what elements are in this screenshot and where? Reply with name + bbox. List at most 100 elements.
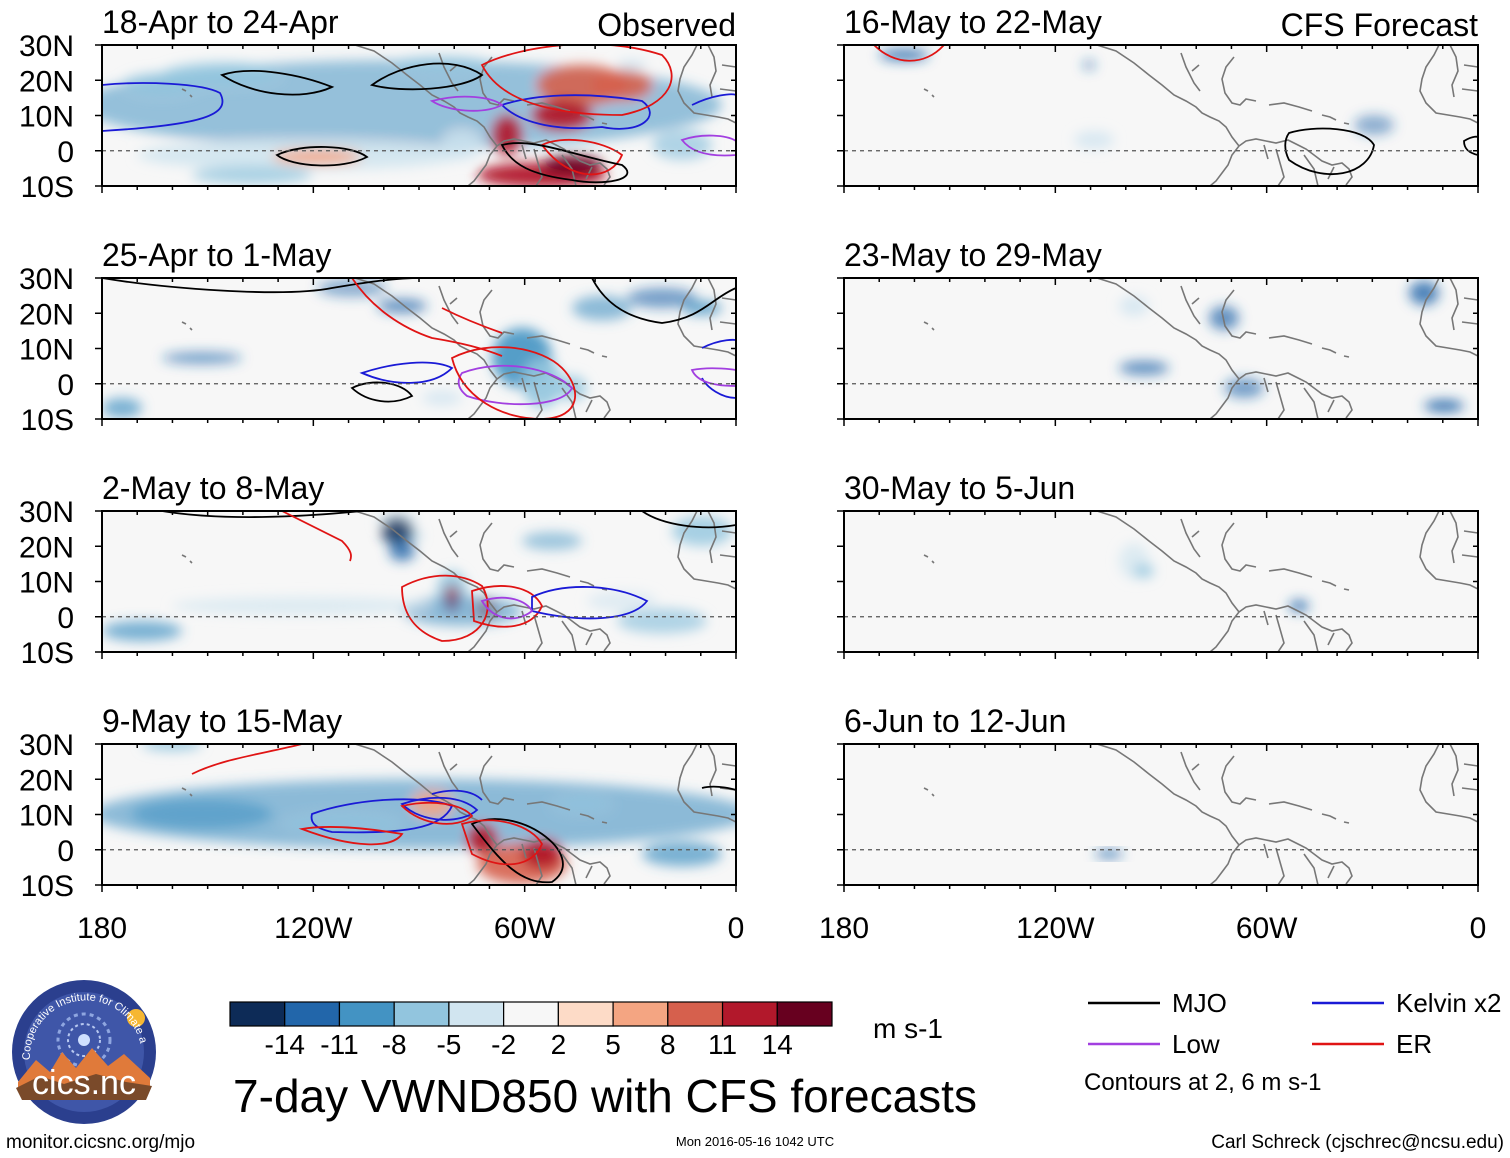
anomaly-region	[587, 591, 657, 611]
lat-tick-label: 30N	[19, 30, 74, 63]
map-panel: 23-May to 29-May	[837, 237, 1479, 426]
map-background	[844, 45, 1478, 186]
panel-title: 9-May to 15-May	[102, 703, 342, 739]
contour-note: Contours at 2, 6 m s-1	[1084, 1069, 1321, 1096]
contour-low	[457, 364, 574, 406]
anomaly-region	[172, 597, 432, 615]
anomaly-region	[1354, 115, 1394, 135]
anomaly-region	[272, 150, 362, 164]
contour-er	[540, 138, 624, 176]
panel-title: 23-May to 29-May	[844, 237, 1102, 273]
footer-url: monitor.cicsnc.org/mjo	[6, 1132, 195, 1153]
lat-tick-label: 10S	[21, 171, 74, 204]
units-label: m s-1	[873, 1013, 943, 1044]
lon-tick-label: 0	[1470, 912, 1487, 945]
colorbar-label: 8	[660, 1029, 676, 1060]
colorbar-swatch	[503, 1001, 559, 1027]
panel-title: 18-Apr to 24-Apr	[102, 4, 339, 40]
anomaly-region	[392, 56, 492, 74]
colorbar-swatch	[229, 1001, 286, 1027]
anomaly-region	[522, 839, 562, 869]
lat-tick-label: 20N	[19, 764, 74, 797]
map-background	[844, 278, 1478, 419]
lat-tick-label: 0	[57, 369, 74, 402]
map-panel: 16-May to 22-May	[837, 4, 1479, 193]
anomaly-region	[192, 166, 312, 184]
chart-title: 7-day VWND850 with CFS forecasts	[233, 1070, 977, 1122]
contour-low	[690, 367, 736, 387]
anomaly-region	[422, 390, 462, 406]
colorbar-label: -5	[436, 1029, 461, 1060]
contour-kelvin	[359, 361, 454, 384]
lat-tick-label: 0	[57, 136, 74, 169]
lon-tick-label: 120W	[1016, 912, 1095, 945]
footer-credit: Carl Schreck (cjschrec@ncsu.edu)	[1211, 1132, 1504, 1153]
lat-tick-label: 20N	[19, 531, 74, 564]
colorbar-label: 2	[551, 1029, 567, 1060]
colorbar-swatch	[667, 1001, 724, 1027]
colorbar-swatch	[448, 1001, 505, 1027]
lon-tick-label: 180	[77, 912, 127, 945]
anomaly-region	[1224, 378, 1264, 398]
anomaly-region	[1119, 296, 1149, 316]
legend-label: Low	[1172, 1029, 1220, 1059]
anomaly-region	[442, 130, 482, 160]
lat-tick-label: 30N	[19, 263, 74, 296]
contour-mjo	[1284, 127, 1375, 176]
anomaly-region	[381, 517, 413, 545]
lon-tick-label: 60W	[1236, 912, 1298, 945]
contour-mjo	[641, 511, 736, 529]
anomaly-region	[642, 841, 722, 867]
colorbar-label: 5	[605, 1029, 621, 1060]
contour-mjo	[1463, 135, 1478, 156]
contour-mjo	[219, 70, 335, 96]
panel-title: 30-May to 5-Jun	[844, 470, 1075, 506]
anomaly-region	[317, 279, 387, 297]
anomaly-region	[552, 794, 612, 814]
anomaly-region	[377, 299, 427, 313]
contour-er	[191, 744, 303, 775]
logo-name: cics.nc	[32, 1064, 136, 1102]
colorbar-swatch	[284, 1001, 341, 1027]
contour-low	[429, 95, 504, 112]
colorbar-label: -14	[264, 1029, 304, 1060]
colorbar-label: 14	[762, 1029, 793, 1060]
lon-tick-label: 60W	[494, 912, 556, 945]
map-panel: 30-May to 5-Jun	[837, 470, 1479, 659]
anomaly-region	[1289, 600, 1309, 612]
colorbar-label: -11	[320, 1029, 358, 1060]
anomaly-region	[617, 59, 647, 71]
contour-er	[281, 511, 352, 562]
lon-tick-label: 180	[819, 912, 869, 945]
anomaly-region	[402, 596, 522, 626]
anomaly-region	[1083, 61, 1095, 69]
anomaly-region	[1134, 564, 1154, 578]
contour-mjo	[161, 511, 363, 518]
contour-kelvin	[431, 789, 483, 801]
contour-mjo	[102, 278, 423, 294]
contour-er	[298, 826, 404, 846]
colorbar: -14 -11 -8 -5 -2 2 5 8 11 14	[229, 1001, 833, 1060]
contour-mjo	[275, 146, 369, 167]
lat-tick-label: 10S	[21, 637, 74, 670]
contour-er	[460, 819, 543, 866]
colorbar-swatch	[393, 1001, 450, 1027]
contour-er	[873, 45, 945, 62]
map-background	[844, 744, 1478, 885]
anomaly-region	[1424, 400, 1464, 412]
colorbar-swatch	[776, 1001, 833, 1027]
contour-kelvin	[400, 796, 479, 821]
contour-er	[441, 307, 503, 334]
panel-title: 16-May to 22-May	[844, 4, 1102, 40]
contour-kelvin	[102, 82, 224, 132]
panel-title: 6-Jun to 12-Jun	[844, 703, 1066, 739]
anomaly-region	[389, 541, 415, 561]
lon-tick-label: 0	[728, 912, 745, 945]
footer-timestamp: Mon 2016-05-16 1042 UTC	[676, 1134, 834, 1149]
contour-er	[471, 585, 543, 628]
observed-label: Observed	[597, 7, 736, 43]
lat-tick-label: 10S	[21, 870, 74, 903]
panel-title: 2-May to 8-May	[102, 470, 324, 506]
anomaly-region	[132, 799, 272, 829]
